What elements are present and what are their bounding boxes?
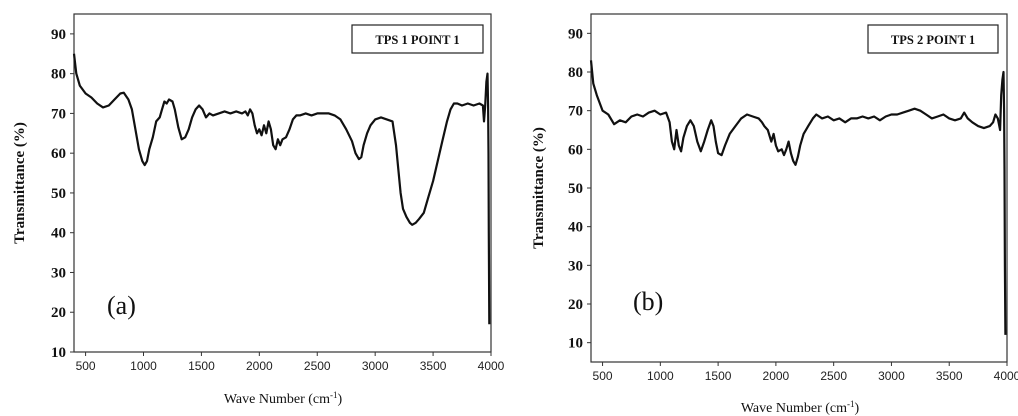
x-tick-label-a-5: 3000 [362, 359, 389, 373]
x-tick-label-a-7: 4000 [478, 359, 505, 373]
y-axis-label-b: Transmittance (%) [531, 127, 547, 249]
x-axis-label-close-b: ) [855, 401, 860, 416]
y-tick-label-b-8: 90 [568, 26, 583, 42]
spectrum-line-a [72, 53, 491, 325]
x-axis-label-sup-b: -1 [847, 399, 855, 409]
y-tick-label-b-6: 70 [568, 104, 583, 120]
x-axis-label-text-a: Wave Number (cm [224, 392, 330, 407]
x-tick-label-b-4: 2500 [820, 369, 847, 383]
x-tick-label-a-3: 2000 [246, 359, 273, 373]
y-axis-a: 10 20 30 40 50 60 70 80 90 [51, 27, 74, 361]
y-axis-label-a: Transmittance (%) [12, 122, 28, 244]
y-tick-label-b-7: 80 [568, 65, 583, 81]
y-tick-label-b-5: 60 [568, 142, 583, 158]
y-tick-label-b-1: 20 [568, 297, 583, 313]
y-tick-label-a-1: 20 [51, 305, 66, 321]
legend-box-a [351, 24, 484, 54]
x-axis-label-sup-a: -1 [330, 390, 338, 400]
y-tick-label-a-4: 50 [51, 186, 66, 202]
y-tick-label-b-2: 30 [568, 258, 583, 274]
y-tick-label-a-7: 80 [51, 67, 66, 83]
y-tick-label-a-8: 90 [51, 27, 66, 43]
x-axis-label-a: Wave Number (cm-1) [224, 390, 343, 407]
y-tick-label-a-6: 70 [51, 106, 66, 122]
x-tick-label-a-2: 1500 [188, 359, 215, 373]
x-tick-label-a-0: 500 [76, 359, 96, 373]
y-tick-label-b-4: 50 [568, 181, 583, 197]
x-tick-label-b-3: 2000 [763, 369, 790, 383]
x-axis-b: 500 1000 1500 2000 2500 3000 3500 4000 [593, 362, 1018, 383]
x-tick-label-b-6: 3500 [936, 369, 963, 383]
panel-label-a: (a) [107, 291, 136, 320]
x-tick-label-b-7: 4000 [994, 369, 1018, 383]
x-tick-label-b-2: 1500 [705, 369, 732, 383]
x-tick-label-b-0: 500 [593, 369, 613, 383]
y-tick-label-a-3: 40 [51, 226, 66, 242]
y-tick-label-b-0: 10 [568, 336, 583, 352]
y-tick-label-b-3: 40 [568, 220, 583, 236]
legend-label-a: TPS 1 POINT 1 [375, 33, 459, 47]
chart-panel-a: 10 20 30 40 50 60 70 80 90 500 1000 1500 2000 2500 30… [12, 13, 505, 407]
x-tick-label-b-1: 1000 [647, 369, 674, 383]
x-tick-label-a-1: 1000 [130, 359, 157, 373]
chart-panel-b: 10 20 30 40 50 60 70 80 90 500 1000 1500 2000 2500 30… [531, 13, 1018, 416]
x-tick-label-a-6: 3500 [420, 359, 447, 373]
y-axis-b: 10 20 30 40 50 60 70 80 90 [568, 26, 591, 352]
panel-label-b: (b) [633, 287, 663, 316]
y-tick-label-a-0: 10 [51, 345, 66, 361]
x-tick-label-a-4: 2500 [304, 359, 331, 373]
x-axis-label-close-a: ) [338, 392, 343, 407]
y-tick-label-a-2: 30 [51, 265, 66, 281]
spectrum-line-b [589, 60, 1007, 335]
x-axis-label-text-b: Wave Number (cm [741, 401, 847, 416]
y-tick-label-a-5: 60 [51, 146, 66, 162]
legend-label-b: TPS 2 POINT 1 [891, 33, 975, 47]
plot-frame-a [73, 13, 492, 353]
x-axis-label-b: Wave Number (cm-1) [741, 399, 860, 416]
x-tick-label-b-5: 3000 [878, 369, 905, 383]
x-axis-a: 500 1000 1500 2000 2500 3000 3500 4000 [76, 352, 505, 373]
legend-box-b [867, 24, 999, 54]
